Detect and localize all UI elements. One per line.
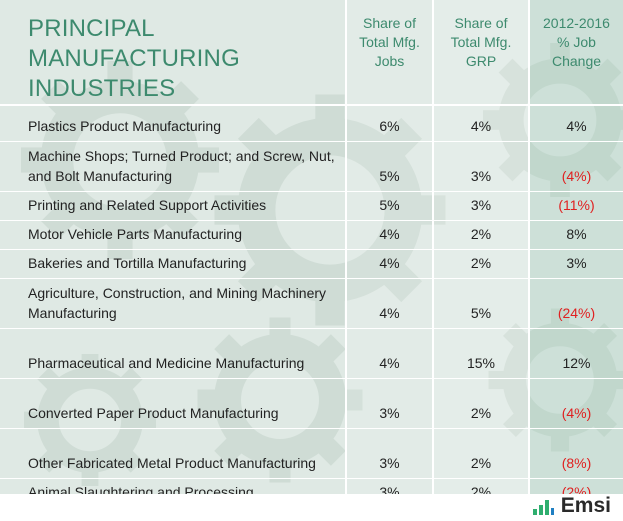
grp-share: 15%	[432, 328, 529, 379]
industry-name: Converted Paper Product Manufacturing	[0, 378, 346, 429]
jobs-share: 4%	[345, 278, 433, 329]
job-change: 4%	[528, 105, 623, 142]
job-change: (4%)	[528, 141, 623, 192]
table-panel: PRINCIPAL MANUFACTURING INDUSTRIES Share…	[0, 0, 623, 494]
industry-name: Other Fabricated Metal Product Manufactu…	[0, 428, 346, 479]
industries-table: PRINCIPAL MANUFACTURING INDUSTRIES Share…	[0, 0, 623, 494]
header-job-change: 2012-2016 % Job Change	[528, 0, 623, 106]
job-change: 8%	[528, 220, 623, 250]
grp-share: 2%	[432, 428, 529, 479]
table-row: Plastics Product Manufacturing 6% 4% 4%	[0, 105, 623, 142]
grp-share: 3%	[432, 141, 529, 192]
industry-name: Machine Shops; Turned Product; and Screw…	[0, 141, 346, 192]
jobs-share: 4%	[345, 249, 433, 279]
logo-text: Emsi	[560, 494, 611, 517]
jobs-share: 5%	[345, 141, 433, 192]
table-row: Printing and Related Support Activities 5…	[0, 191, 623, 221]
header-jobs: Share of Total Mfg. Jobs	[345, 0, 433, 106]
jobs-share: 3%	[345, 378, 433, 429]
industry-name: Agriculture, Construction, and Mining Ma…	[0, 278, 346, 329]
grp-share: 2%	[432, 249, 529, 279]
jobs-share: 4%	[345, 328, 433, 379]
job-change: 12%	[528, 328, 623, 379]
jobs-share: 3%	[345, 478, 433, 494]
industry-name: Plastics Product Manufacturing	[0, 105, 346, 142]
table-row: Animal Slaughtering and Processing 3% 2% (2…	[0, 478, 623, 494]
table-title: PRINCIPAL MANUFACTURING INDUSTRIES	[0, 0, 346, 106]
table-row: Other Fabricated Metal Product Manufactu…	[0, 428, 623, 479]
industry-name: Pharmaceutical and Medicine Manufacturin…	[0, 328, 346, 379]
grp-share: 5%	[432, 278, 529, 329]
table-row: Bakeries and Tortilla Manufacturing 4% 2% 3…	[0, 249, 623, 279]
job-change: (2%)	[528, 478, 623, 494]
jobs-share: 3%	[345, 428, 433, 479]
job-change: 3%	[528, 249, 623, 279]
table-row: Machine Shops; Turned Product; and Screw…	[0, 141, 623, 192]
bar-chart-icon	[532, 500, 554, 515]
job-change: (11%)	[528, 191, 623, 221]
header-grp: Share of Total Mfg. GRP	[432, 0, 529, 106]
industry-name: Printing and Related Support Activities	[0, 191, 346, 221]
header-row: PRINCIPAL MANUFACTURING INDUSTRIES Share…	[0, 0, 623, 106]
jobs-share: 5%	[345, 191, 433, 221]
table-row: Motor Vehicle Parts Manufacturing 4% 2% 8%	[0, 220, 623, 250]
table-row: Pharmaceutical and Medicine Manufacturin…	[0, 328, 623, 379]
table-row: Converted Paper Product Manufacturing 3% 2…	[0, 378, 623, 429]
grp-share: 2%	[432, 220, 529, 250]
jobs-share: 6%	[345, 105, 433, 142]
job-change: (8%)	[528, 428, 623, 479]
job-change: (24%)	[528, 278, 623, 329]
table-row: Agriculture, Construction, and Mining Ma…	[0, 278, 623, 329]
grp-share: 2%	[432, 478, 529, 494]
grp-share: 2%	[432, 378, 529, 429]
jobs-share: 4%	[345, 220, 433, 250]
industry-name: Bakeries and Tortilla Manufacturing	[0, 249, 346, 279]
industry-name: Animal Slaughtering and Processing	[0, 478, 346, 494]
emsi-logo: Emsi	[532, 495, 611, 517]
industry-name: Motor Vehicle Parts Manufacturing	[0, 220, 346, 250]
grp-share: 3%	[432, 191, 529, 221]
job-change: (4%)	[528, 378, 623, 429]
grp-share: 4%	[432, 105, 529, 142]
